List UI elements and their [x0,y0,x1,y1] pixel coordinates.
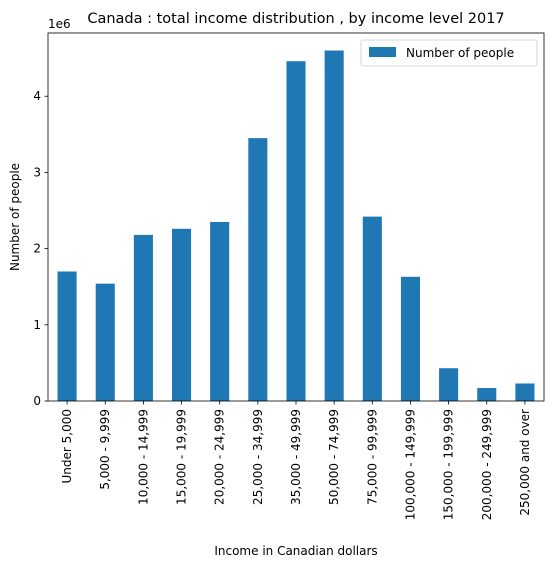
x-tick-label-1: 5,000 - 9,999 [98,409,112,490]
bar-3 [172,228,192,401]
y-tick-label-0: 0 [33,394,41,408]
x-tick-label-9: 100,000 - 149,999 [403,409,417,520]
bar-7 [324,50,344,402]
y-tick-label-2: 2 [33,242,41,256]
legend-label: Number of people [406,46,514,60]
x-tick-label-11: 200,000 - 249,999 [480,409,494,520]
bar-8 [362,216,382,401]
x-axis-ticks: Under 5,000 5,000 - 9,999 10,000 - 14,999 1… [60,401,532,520]
bar-11 [477,388,497,401]
x-tick-label-10: 150,000 - 199,999 [442,409,456,520]
x-tick-label-12: 250,000 and over [518,409,532,516]
bar-1 [95,283,115,401]
x-axis-label: Income in Canadian dollars [214,544,377,558]
legend-box [360,39,538,67]
legend-swatch [369,47,396,57]
bar-12 [515,383,535,401]
bar-0 [57,271,77,401]
bar-6 [286,61,306,401]
x-tick-label-7: 50,000 - 74,999 [327,409,341,505]
y-axis-label: Number of people [8,163,22,271]
x-tick-label-4: 20,000 - 24,999 [213,409,227,505]
y-tick-label-3: 3 [33,165,41,179]
x-tick-label-0: Under 5,000 [60,409,74,484]
y-axis-offset-label: 1e6 [48,17,71,31]
bar-4 [210,221,230,401]
chart-title: Canada : total income distribution , by … [87,11,504,27]
plot-area-frame [47,32,545,402]
x-tick-label-5: 25,000 - 34,999 [251,409,265,505]
y-tick-label-1: 1 [33,318,41,332]
y-axis-ticks: 0 1 2 3 4 [33,89,48,408]
bars-group [57,50,535,402]
y-tick-label-4: 4 [33,89,41,103]
x-tick-label-8: 75,000 - 99,999 [365,409,379,505]
legend: Number of people [360,39,538,67]
x-tick-label-2: 10,000 - 14,999 [136,409,150,505]
bar-5 [248,138,268,401]
bar-2 [133,234,153,401]
x-tick-label-3: 15,000 - 19,999 [175,409,189,505]
bar-9 [400,276,420,401]
bar-10 [439,368,459,401]
x-tick-label-6: 35,000 - 49,999 [289,409,303,505]
